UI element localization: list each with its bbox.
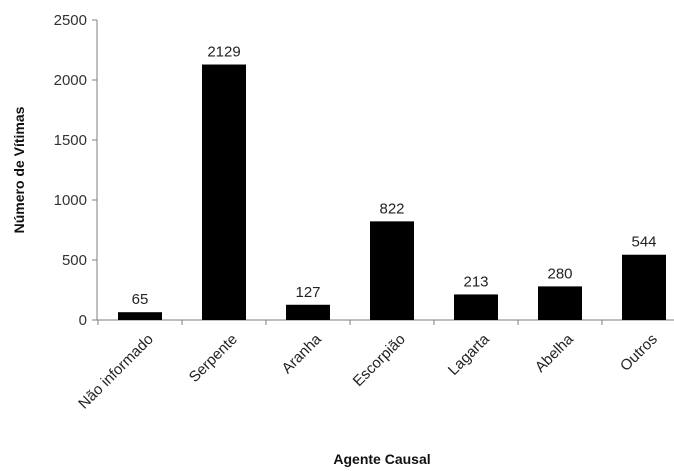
bar <box>118 312 162 320</box>
data-label: 127 <box>295 284 320 301</box>
category-labels-group: Não informado Serpente Aranha Escorpião Laga… <box>75 330 661 412</box>
category-label: Aranha <box>279 330 326 377</box>
bar <box>370 221 414 320</box>
x-axis-title: Agente Causal <box>333 451 430 467</box>
category-label: Outros <box>617 331 661 375</box>
y-tick-label: 1000 <box>54 192 87 209</box>
category-label: Lagarta <box>445 330 493 378</box>
x-axis <box>97 319 674 325</box>
bars-group <box>118 64 666 321</box>
y-tick-label: 0 <box>79 312 87 329</box>
y-axis-title: Número de Vítimas <box>11 106 27 233</box>
y-tick-label: 500 <box>62 252 87 269</box>
category-label: Serpente <box>186 331 241 386</box>
data-label: 280 <box>547 265 572 282</box>
y-tick-label: 1500 <box>54 132 87 149</box>
bar <box>538 286 582 320</box>
y-tick-label: 2000 <box>54 72 87 89</box>
category-label: Escorpião <box>350 331 409 390</box>
bar <box>622 254 666 320</box>
category-label: Abelha <box>532 330 578 376</box>
data-label: 2129 <box>207 44 240 61</box>
data-label: 822 <box>379 200 404 217</box>
bar <box>286 304 330 320</box>
data-labels-group: 65 2129 127 822 213 280 544 <box>132 44 657 309</box>
bar <box>454 294 498 320</box>
category-label: Não informado <box>75 331 157 413</box>
bar <box>202 64 246 321</box>
data-label: 65 <box>132 291 149 308</box>
data-label: 544 <box>631 234 656 251</box>
y-axis: 0 500 1000 1500 2000 2500 <box>54 12 98 329</box>
data-label: 213 <box>463 273 488 290</box>
y-tick-label: 2500 <box>54 12 87 29</box>
